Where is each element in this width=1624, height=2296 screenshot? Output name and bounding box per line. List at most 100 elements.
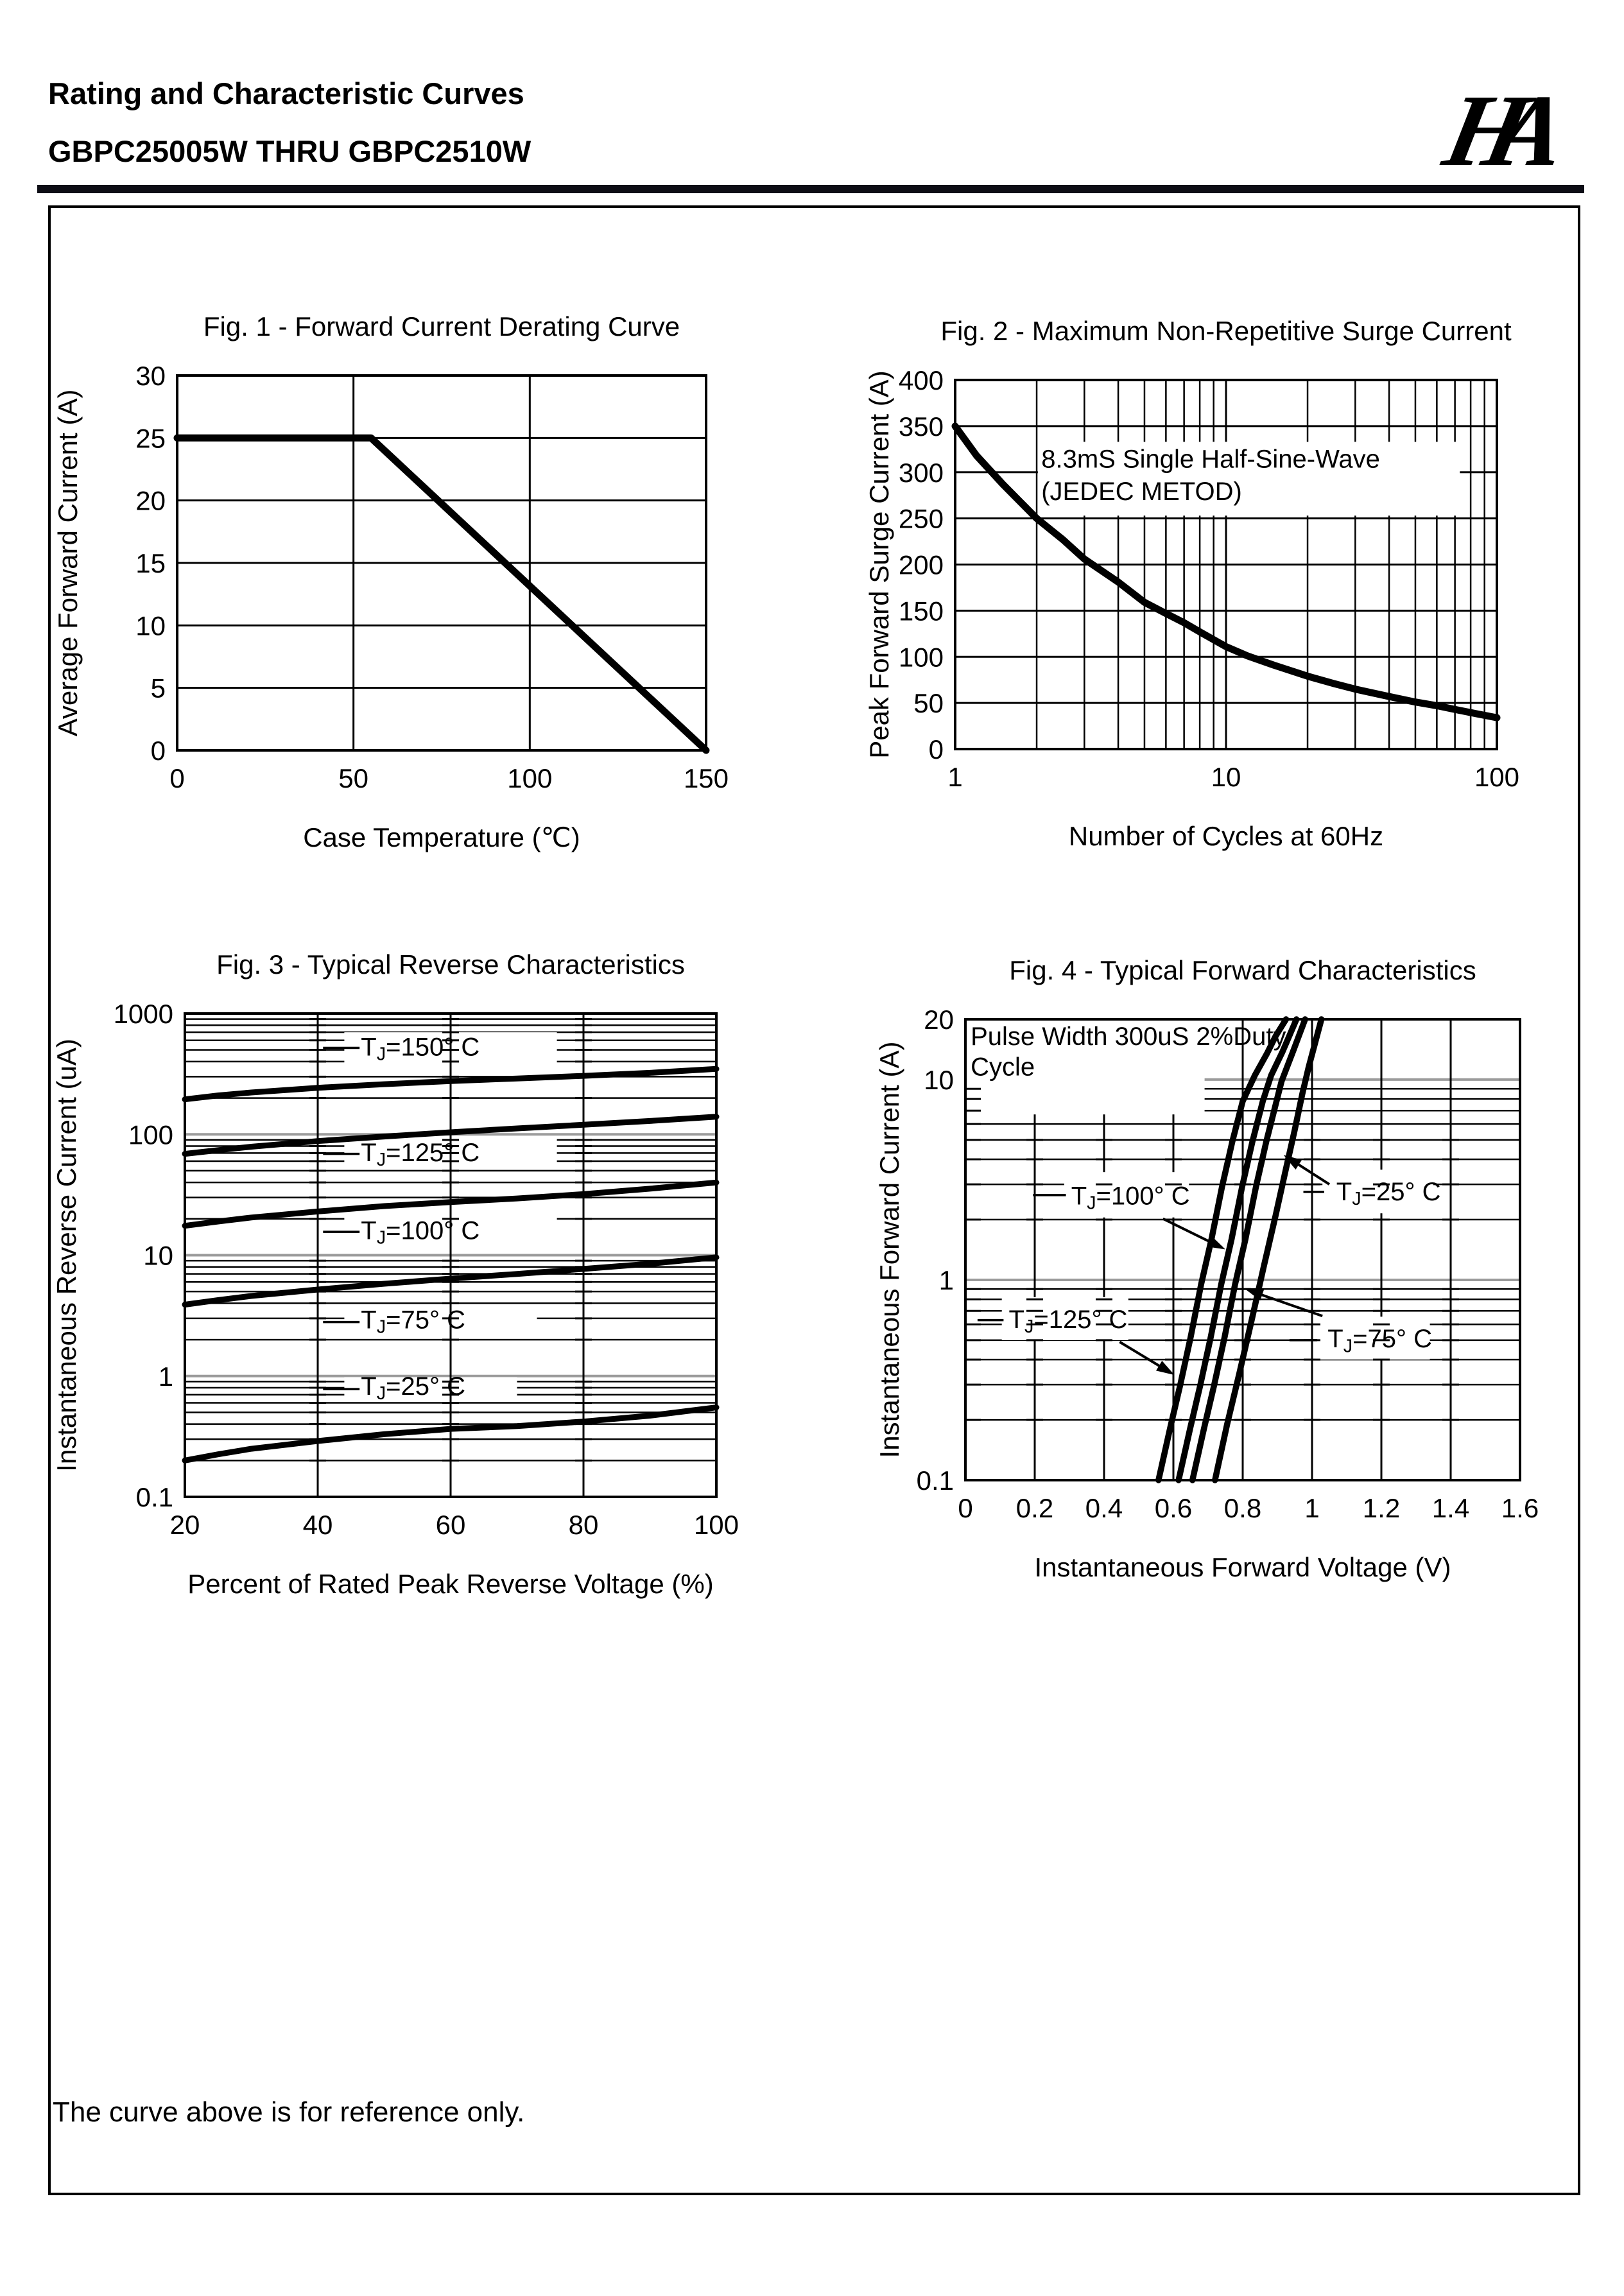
curves bbox=[173, 434, 710, 754]
svg-text:100: 100 bbox=[507, 763, 552, 793]
svg-text:50: 50 bbox=[338, 763, 368, 793]
svg-text:TJ=100° C: TJ=100° C bbox=[1071, 1182, 1190, 1213]
svg-text:TJ=125° C: TJ=125° C bbox=[1009, 1306, 1128, 1337]
svg-text:100: 100 bbox=[128, 1119, 173, 1150]
part-number-subtitle: GBPC25005W THRU GBPC2510W bbox=[48, 134, 531, 168]
plot-border bbox=[184, 1012, 718, 1498]
series-TJ100 bbox=[182, 1179, 720, 1229]
svg-text:100: 100 bbox=[899, 642, 944, 672]
svg-text:Cycle: Cycle bbox=[971, 1053, 1035, 1081]
chart-title: Fig. 1 - Forward Current Derating Curve bbox=[203, 311, 680, 341]
svg-text:40: 40 bbox=[303, 1510, 333, 1540]
svg-text:1: 1 bbox=[159, 1361, 173, 1392]
series-TJ75 bbox=[182, 1254, 720, 1308]
svg-text:10: 10 bbox=[1211, 762, 1241, 792]
svg-text:0.1: 0.1 bbox=[917, 1465, 954, 1496]
svg-text:100: 100 bbox=[1474, 762, 1519, 792]
tick-labels: 0 5 10 15 20 25 30 0 50 100 150 bbox=[135, 361, 729, 793]
svg-text:1.4: 1.4 bbox=[1432, 1493, 1469, 1523]
series-TJ75 bbox=[1189, 1016, 1308, 1483]
annotations: TJ=150° C TJ=125° C TJ=100° C TJ=75° C TJ=25… bbox=[361, 1033, 479, 1404]
y-axis-title: Instantaneous Reverse Current (uA) bbox=[51, 1039, 82, 1472]
svg-text:400: 400 bbox=[899, 365, 944, 395]
svg-text:TJ=100° C: TJ=100° C bbox=[361, 1216, 479, 1248]
chart-text: Fig. 2 - Maximum Non-Repetitive Surge Cu… bbox=[864, 316, 1512, 851]
svg-text:1000: 1000 bbox=[114, 999, 173, 1029]
axis-minor-ticks bbox=[965, 1087, 981, 1421]
svg-text:0.2: 0.2 bbox=[1016, 1493, 1053, 1523]
chart-title: Fig. 4 - Typical Forward Characteristics bbox=[1009, 955, 1476, 985]
plot-border bbox=[176, 374, 707, 752]
series-TJ25 bbox=[1212, 1016, 1325, 1483]
brand-logo: HA bbox=[1435, 73, 1546, 187]
svg-text:10: 10 bbox=[135, 610, 166, 641]
chart-text: Fig. 4 - Typical Forward Characteristics… bbox=[874, 955, 1476, 1582]
page-title: Rating and Characteristic Curves bbox=[48, 76, 524, 110]
plot-border bbox=[964, 1018, 1521, 1481]
content-border-box: The curve above is for reference only. bbox=[48, 205, 1580, 2195]
svg-text:20: 20 bbox=[924, 1005, 954, 1035]
svg-text:1.2: 1.2 bbox=[1363, 1493, 1400, 1523]
svg-text:15: 15 bbox=[135, 548, 166, 578]
svg-text:100: 100 bbox=[694, 1510, 739, 1540]
cross-ticks bbox=[1026, 1139, 1459, 1421]
svg-text:50: 50 bbox=[913, 688, 944, 718]
tick-labels: 0.1 1 10 20 0 0.2 0.4 0.6 0.8 1 1.2 1.4 1.6 bbox=[917, 1005, 1539, 1523]
series-TJ125 bbox=[1155, 1016, 1290, 1483]
svg-text:20: 20 bbox=[135, 486, 166, 516]
x-axis-title: Percent of Rated Peak Reverse Voltage (%… bbox=[187, 1569, 713, 1599]
svg-text:1.6: 1.6 bbox=[1501, 1493, 1539, 1523]
svg-text:0: 0 bbox=[929, 734, 944, 764]
footer-note: The curve above is for reference only. bbox=[53, 2096, 525, 2128]
svg-text:0: 0 bbox=[151, 736, 166, 766]
svg-text:0: 0 bbox=[958, 1493, 972, 1523]
annotation-mask bbox=[967, 1020, 1205, 1115]
x-axis-title: Number of Cycles at 60Hz bbox=[1069, 821, 1383, 851]
svg-text:TJ=25° C: TJ=25° C bbox=[361, 1372, 465, 1404]
fig2-chart: 8.3mS Single Half-Sine-Wave (JEDEC METOD)… bbox=[864, 316, 1519, 851]
svg-text:150: 150 bbox=[899, 596, 944, 626]
svg-text:0.8: 0.8 bbox=[1224, 1493, 1261, 1523]
annotation-mask bbox=[1315, 1316, 1430, 1360]
y-axis-title: Average Forward Current (A) bbox=[53, 390, 83, 737]
x-axis-title: Case Temperature (℃) bbox=[303, 822, 580, 852]
svg-text:TJ=75° C: TJ=75° C bbox=[1327, 1325, 1432, 1356]
svg-text:TJ=125° C: TJ=125° C bbox=[361, 1139, 479, 1170]
svg-text:30: 30 bbox=[135, 361, 166, 391]
svg-text:5: 5 bbox=[151, 673, 166, 703]
series-TJ125 bbox=[182, 1114, 720, 1157]
svg-text:0: 0 bbox=[169, 763, 184, 793]
fig3-chart: TJ=150° C TJ=125° C TJ=100° C TJ=75° C TJ=25… bbox=[51, 949, 739, 1599]
series-TJ100 bbox=[1175, 1016, 1300, 1483]
annotation-mask bbox=[344, 1377, 517, 1402]
grid bbox=[177, 436, 706, 689]
svg-text:1: 1 bbox=[939, 1265, 954, 1295]
svg-text:TJ=150° C: TJ=150° C bbox=[361, 1033, 479, 1064]
annotation-mask bbox=[1322, 1170, 1433, 1214]
curves bbox=[182, 1066, 720, 1463]
svg-text:(JEDEC METOD): (JEDEC METOD) bbox=[1041, 478, 1242, 506]
chart-title: Fig. 3 - Typical Reverse Characteristics bbox=[216, 949, 685, 980]
annotations: 8.3mS Single Half-Sine-Wave (JEDEC METOD) bbox=[1041, 445, 1380, 506]
svg-text:25: 25 bbox=[135, 423, 166, 453]
annotation-mask bbox=[1064, 1172, 1189, 1218]
curves bbox=[951, 422, 1501, 721]
series-TJ25 bbox=[182, 1404, 720, 1463]
svg-text:Pulse Width 300uS 2%Duty: Pulse Width 300uS 2%Duty bbox=[971, 1023, 1286, 1051]
svg-text:250: 250 bbox=[899, 504, 944, 534]
svg-text:150: 150 bbox=[684, 763, 729, 793]
series-derating bbox=[173, 434, 710, 754]
svg-text:20: 20 bbox=[170, 1510, 200, 1540]
y-axis-title: Peak Forward Surge Current (A) bbox=[864, 370, 894, 759]
svg-text:0.1: 0.1 bbox=[136, 1482, 173, 1512]
annotation-mask bbox=[1037, 442, 1460, 516]
plot-border bbox=[954, 379, 1498, 750]
svg-text:0.4: 0.4 bbox=[1085, 1493, 1123, 1523]
svg-text:1: 1 bbox=[1304, 1493, 1319, 1523]
svg-text:200: 200 bbox=[899, 550, 944, 580]
curves bbox=[1155, 1016, 1325, 1483]
svg-text:10: 10 bbox=[143, 1241, 173, 1271]
